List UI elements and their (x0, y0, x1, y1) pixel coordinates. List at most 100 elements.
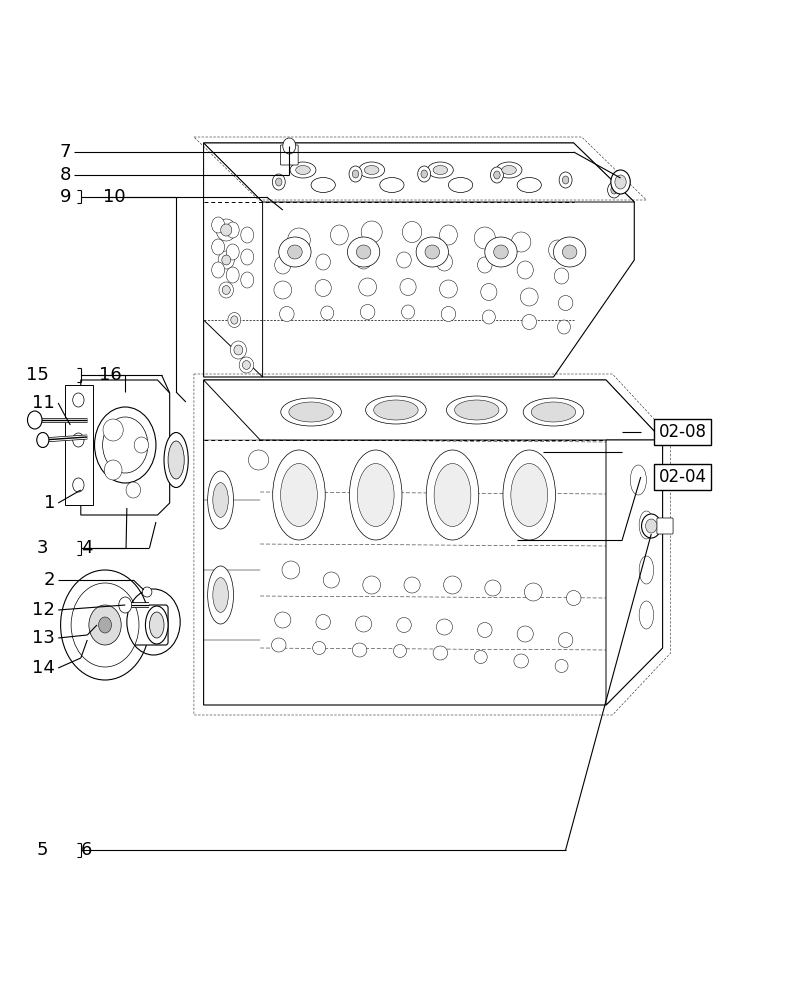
Ellipse shape (142, 587, 152, 597)
Ellipse shape (219, 282, 234, 298)
Ellipse shape (478, 257, 492, 273)
Text: 8: 8 (60, 166, 71, 184)
Ellipse shape (374, 400, 419, 420)
Ellipse shape (474, 227, 495, 249)
Ellipse shape (356, 251, 372, 269)
Ellipse shape (316, 614, 330, 630)
Circle shape (71, 583, 139, 667)
Ellipse shape (37, 432, 49, 448)
Ellipse shape (402, 222, 422, 242)
Ellipse shape (213, 483, 229, 517)
Polygon shape (65, 385, 93, 505)
Ellipse shape (239, 357, 254, 373)
Ellipse shape (427, 450, 478, 540)
Circle shape (89, 605, 121, 645)
Ellipse shape (554, 268, 569, 284)
Ellipse shape (364, 165, 379, 174)
Text: 16: 16 (99, 366, 121, 384)
Ellipse shape (404, 577, 420, 593)
Ellipse shape (350, 450, 402, 540)
Ellipse shape (288, 245, 302, 259)
Text: 5: 5 (37, 841, 48, 859)
Circle shape (73, 478, 84, 492)
Circle shape (418, 166, 431, 182)
Circle shape (646, 519, 657, 533)
Polygon shape (204, 143, 634, 202)
Text: 9: 9 (60, 188, 71, 206)
Ellipse shape (400, 278, 416, 296)
Ellipse shape (323, 572, 339, 588)
Ellipse shape (558, 296, 573, 310)
Ellipse shape (524, 583, 542, 601)
Circle shape (349, 166, 362, 182)
Text: 02-08: 02-08 (659, 423, 706, 441)
Ellipse shape (217, 219, 236, 241)
Ellipse shape (208, 566, 234, 624)
Text: 14: 14 (32, 659, 55, 677)
Text: 10: 10 (103, 188, 126, 206)
Ellipse shape (502, 165, 516, 174)
Ellipse shape (230, 341, 246, 359)
Polygon shape (204, 380, 663, 705)
Ellipse shape (271, 638, 286, 652)
Ellipse shape (134, 437, 149, 453)
Ellipse shape (448, 178, 473, 192)
Ellipse shape (522, 314, 537, 330)
Circle shape (559, 172, 572, 188)
Circle shape (562, 176, 569, 184)
Ellipse shape (280, 306, 294, 322)
Ellipse shape (481, 284, 497, 300)
Ellipse shape (524, 398, 583, 426)
Ellipse shape (485, 580, 501, 596)
Text: 02-04: 02-04 (659, 468, 706, 486)
Ellipse shape (145, 606, 168, 644)
Text: 7: 7 (60, 143, 71, 161)
Ellipse shape (514, 654, 528, 668)
Circle shape (272, 174, 285, 190)
Ellipse shape (553, 237, 586, 267)
Ellipse shape (360, 304, 375, 320)
Ellipse shape (517, 626, 533, 642)
Ellipse shape (290, 162, 316, 178)
Ellipse shape (441, 306, 456, 322)
Text: 1: 1 (44, 494, 55, 512)
Ellipse shape (288, 228, 310, 252)
Text: 13: 13 (32, 629, 55, 647)
Text: 6: 6 (81, 841, 92, 859)
Ellipse shape (221, 224, 232, 236)
Ellipse shape (397, 252, 411, 268)
Ellipse shape (397, 617, 411, 633)
Circle shape (494, 171, 500, 179)
Ellipse shape (356, 616, 372, 632)
Ellipse shape (433, 646, 448, 660)
Ellipse shape (416, 237, 448, 267)
Circle shape (352, 170, 359, 178)
Ellipse shape (222, 286, 230, 294)
Ellipse shape (393, 645, 406, 658)
Circle shape (490, 167, 503, 183)
Ellipse shape (231, 316, 238, 324)
Ellipse shape (474, 650, 487, 664)
Ellipse shape (280, 464, 318, 526)
Ellipse shape (330, 225, 348, 245)
Polygon shape (81, 380, 170, 515)
Ellipse shape (218, 251, 234, 269)
Text: 11: 11 (32, 394, 55, 412)
FancyBboxPatch shape (280, 145, 298, 165)
Ellipse shape (503, 450, 556, 540)
Ellipse shape (440, 280, 457, 298)
Ellipse shape (119, 597, 132, 613)
Ellipse shape (359, 278, 377, 296)
Circle shape (226, 222, 239, 238)
Ellipse shape (639, 556, 654, 584)
Ellipse shape (281, 398, 342, 426)
Ellipse shape (566, 590, 581, 605)
Ellipse shape (213, 578, 229, 612)
Ellipse shape (289, 402, 333, 422)
Circle shape (226, 244, 239, 260)
Ellipse shape (282, 561, 300, 579)
Ellipse shape (532, 402, 575, 422)
Circle shape (241, 227, 254, 243)
Circle shape (642, 514, 661, 538)
Circle shape (611, 170, 630, 194)
